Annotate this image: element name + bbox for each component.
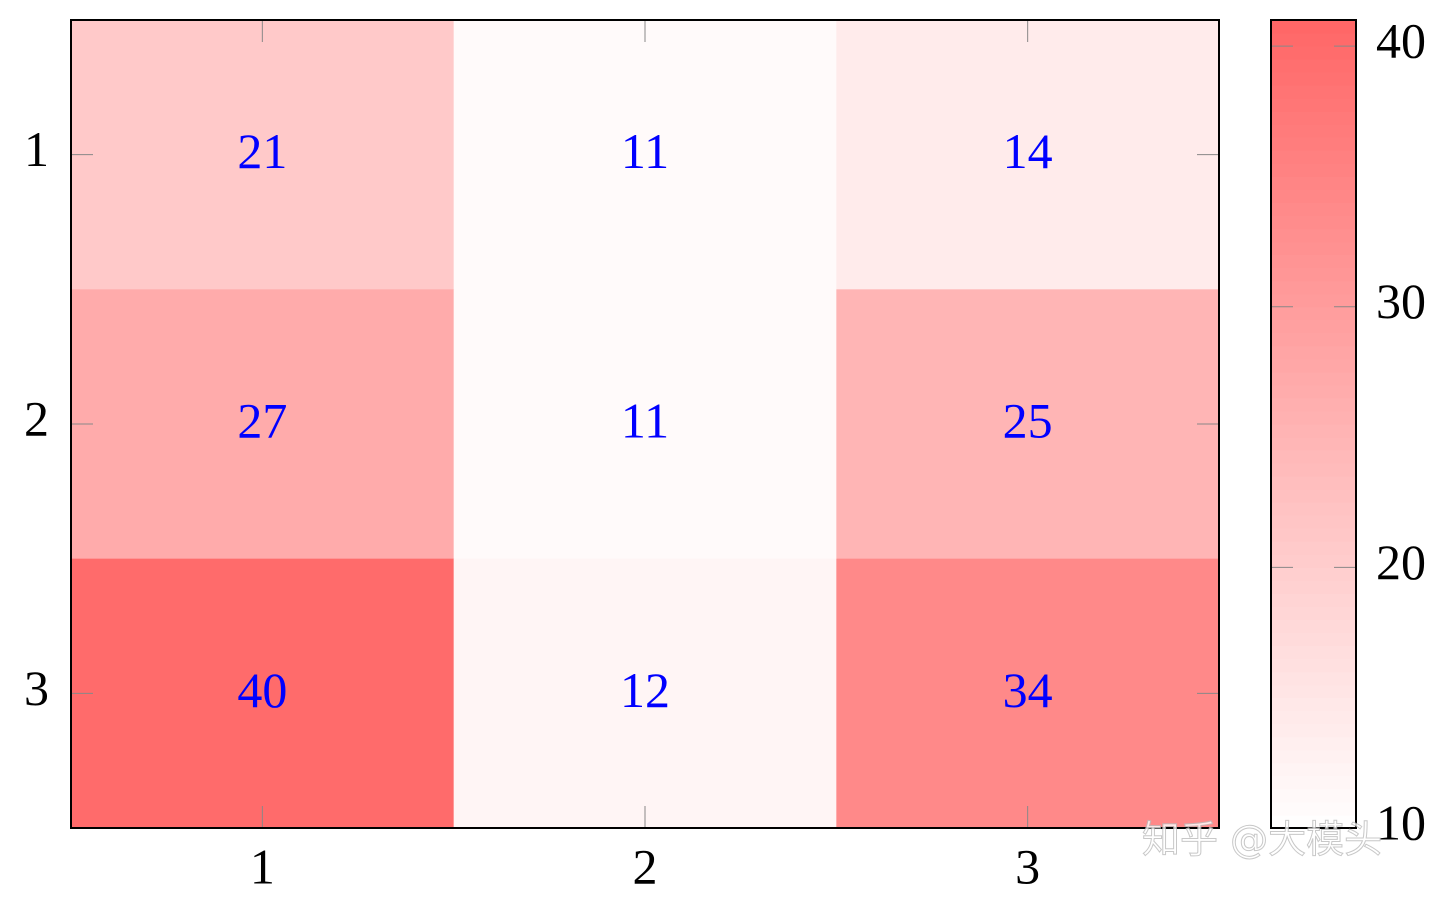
colorbar-band (1271, 85, 1356, 99)
heatmap-cell (71, 289, 455, 560)
y-tick-label: 2 (24, 390, 49, 446)
colorbar-band (1271, 502, 1356, 516)
colorbar-band (1271, 254, 1356, 269)
colorbar-band (1271, 814, 1356, 829)
cell-label: 34 (1003, 662, 1053, 718)
heatmap-cell (836, 20, 1220, 290)
colorbar-band (1271, 267, 1356, 282)
colorbar-band (1271, 371, 1356, 386)
colorbar-band (1271, 384, 1356, 399)
heatmap-cell (836, 558, 1220, 829)
colorbar-band (1271, 332, 1356, 347)
colorbar-band (1271, 476, 1356, 490)
colorbar-band (1271, 46, 1356, 60)
cell-label: 27 (237, 392, 287, 448)
colorbar-band (1271, 189, 1356, 203)
colorbar-band (1271, 163, 1356, 177)
colorbar-band (1271, 749, 1356, 764)
cell-label: 12 (620, 662, 670, 718)
colorbar-band (1271, 215, 1356, 230)
colorbar-band (1271, 280, 1356, 295)
colorbar-tick-label: 30 (1376, 273, 1426, 329)
colorbar-band (1271, 801, 1356, 816)
cell-label: 40 (237, 662, 287, 718)
colorbar-band (1271, 775, 1356, 790)
colorbar-frame (1270, 19, 1357, 829)
y-tick-label: 3 (24, 660, 49, 716)
cell-label: 21 (237, 123, 287, 179)
colorbar-band (1271, 567, 1356, 581)
colorbar-band (1271, 397, 1356, 412)
colorbar-band (1271, 72, 1356, 86)
colorbar-band (1271, 437, 1356, 451)
plot-frame (70, 19, 1220, 829)
colorbar-band (1271, 345, 1356, 360)
cell-label: 14 (1003, 123, 1053, 179)
heatmap-cell (71, 558, 455, 829)
colorbar-tick-label: 20 (1376, 534, 1426, 590)
colorbar-band (1271, 554, 1356, 568)
colorbar-band (1271, 697, 1356, 712)
colorbar-band (1271, 176, 1356, 190)
colorbar-band (1271, 762, 1356, 777)
colorbar-band (1271, 33, 1356, 47)
colorbar-band (1271, 463, 1356, 477)
x-tick-label: 3 (1015, 838, 1040, 894)
colorbar-band (1271, 632, 1356, 647)
colorbar-band (1271, 788, 1356, 803)
colorbar-band (1271, 306, 1356, 321)
cell-label: 11 (621, 123, 669, 179)
colorbar-band (1271, 358, 1356, 373)
colorbar-band (1271, 202, 1356, 216)
colorbar-tick-label: 10 (1376, 794, 1426, 850)
x-tick-label: 2 (633, 838, 658, 894)
colorbar-band (1271, 228, 1356, 243)
colorbar-band (1271, 410, 1356, 425)
heatmap-cell (453, 558, 837, 829)
cell-label: 11 (621, 392, 669, 448)
colorbar-band (1271, 319, 1356, 334)
colorbar-band (1271, 59, 1356, 73)
colorbar-band (1271, 580, 1356, 594)
colorbar-band (1271, 489, 1356, 503)
colorbar-band (1271, 124, 1356, 138)
colorbar-band (1271, 723, 1356, 738)
colorbar-band (1271, 150, 1356, 164)
y-tick-label: 1 (24, 121, 49, 177)
colorbar-band (1271, 293, 1356, 308)
watermark: 知乎 @大模头 (1142, 818, 1382, 862)
colorbar-band (1271, 450, 1356, 464)
colorbar-band (1271, 241, 1356, 256)
colorbar-band (1271, 111, 1356, 125)
heatmap-cell (71, 20, 455, 290)
heatmap-cell (836, 289, 1220, 560)
colorbar-band (1271, 684, 1356, 699)
colorbar-band (1271, 658, 1356, 673)
colorbar-band (1271, 515, 1356, 529)
heatmap-cell (453, 289, 837, 560)
x-tick-label: 1 (250, 838, 275, 894)
colorbar-band (1271, 710, 1356, 725)
cell-label: 25 (1003, 392, 1053, 448)
colorbar-band (1271, 137, 1356, 151)
colorbar-band (1271, 98, 1356, 112)
colorbar-band (1271, 736, 1356, 751)
colorbar-band (1271, 541, 1356, 555)
colorbar-tick-label: 40 (1376, 13, 1426, 69)
colorbar-band (1271, 606, 1356, 620)
colorbar-band (1271, 20, 1356, 34)
colorbar-band (1271, 671, 1356, 686)
colorbar-band (1271, 645, 1356, 660)
colorbar-band (1271, 424, 1356, 438)
colorbar-band (1271, 593, 1356, 607)
heatmap-cell (453, 20, 837, 290)
colorbar-band (1271, 528, 1356, 542)
colorbar-band (1271, 619, 1356, 634)
